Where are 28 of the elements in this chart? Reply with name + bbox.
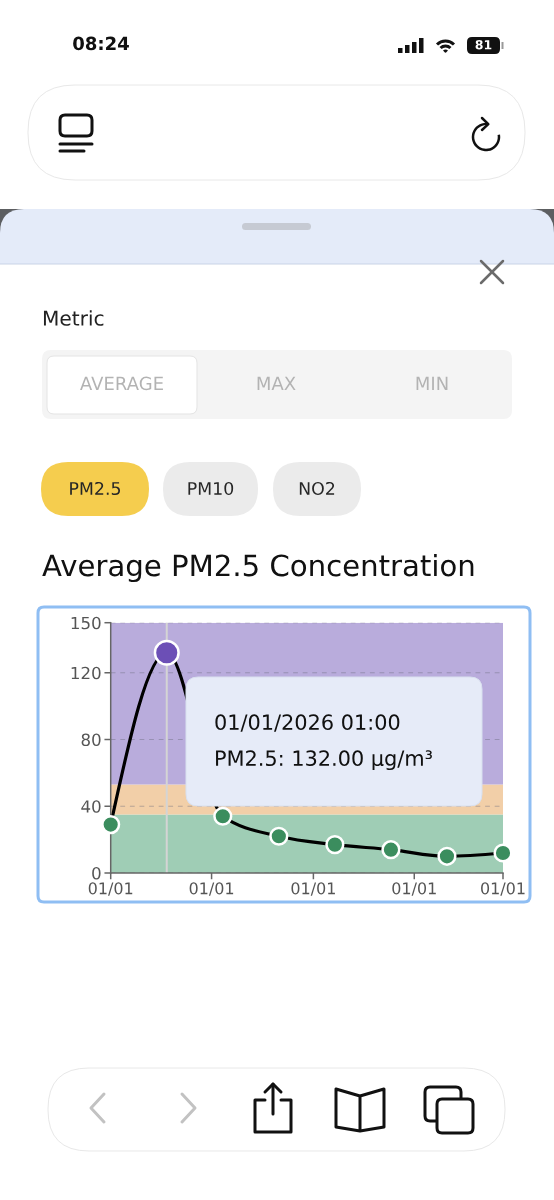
point [325,835,345,855]
text: MIN [416,376,448,390]
text: NO2 [299,481,335,496]
point [213,806,233,826]
y-tick-label: 150 [71,616,101,630]
point [493,843,513,863]
chart-title: Average PM2.5 Concentration [42,553,474,583]
y-tick-label: 0 [92,866,101,880]
annotation: 01/01/2026 01:00 PM2.5: 132.00 µg/m³ [215,714,432,771]
y-tick-label: 80 [81,733,101,747]
x-tick-label: 01/01 [392,882,436,896]
x-tick-label: 01/01 [88,882,133,896]
text: MAX [257,376,296,390]
text: 08:24 [73,36,129,51]
point [437,846,457,866]
text: PM2.5 [70,481,121,496]
point [101,815,121,835]
y-tick-label: 40 [81,800,101,813]
text: PM10 [188,481,234,496]
x-tick-label: 01/01 [291,882,335,896]
x-tick-label: 01/01 [481,882,525,896]
text: AVERAGE [80,376,163,391]
point [381,840,401,860]
text: Metric [43,310,104,326]
text: 81 [475,39,492,50]
y-tick-label: 120 [71,666,101,680]
x-tick-label: 01/01 [189,882,234,896]
point [269,826,289,846]
